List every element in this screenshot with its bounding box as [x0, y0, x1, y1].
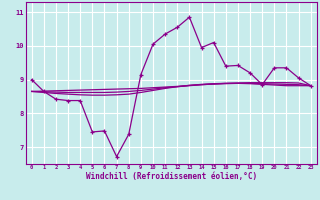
X-axis label: Windchill (Refroidissement éolien,°C): Windchill (Refroidissement éolien,°C): [86, 172, 257, 181]
